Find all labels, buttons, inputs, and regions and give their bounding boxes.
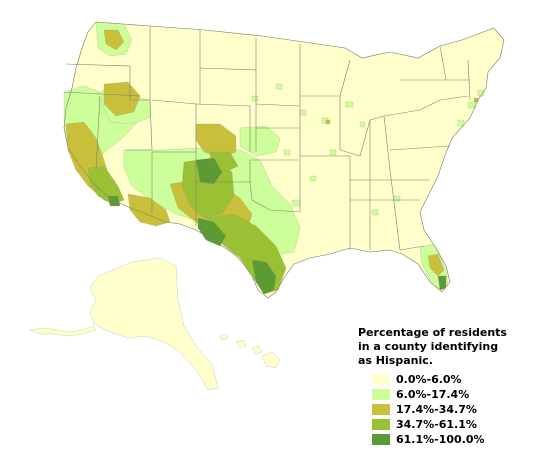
legend-swatch-3 — [372, 419, 390, 430]
legend-swatch-2 — [372, 404, 390, 415]
legend-label-2: 17.4%-34.7% — [396, 403, 477, 416]
aleutian-islands — [29, 325, 97, 337]
legend-title-line-3: as Hispanic. — [358, 354, 433, 367]
region-idaho-olive — [103, 81, 141, 117]
legend-label-4: 61.1%-100.0% — [396, 433, 485, 446]
legend-item-4: 61.1%-100.0% — [372, 433, 485, 446]
state-boundaries — [63, 21, 505, 299]
scattered-eastern-counties — [251, 83, 485, 216]
region-arizona-olive — [127, 193, 171, 227]
region-miami-dade — [437, 275, 447, 291]
legend-label-0: 0.0%-6.0% — [396, 373, 462, 386]
region-northern-new-mexico — [195, 157, 223, 185]
legend-title-line-1: Percentage of residents — [358, 326, 507, 339]
region-florida-olive — [427, 253, 445, 277]
legend-label-3: 34.7%-61.1% — [396, 418, 477, 431]
hawaii — [219, 333, 281, 369]
region-rio-grande-valley — [251, 259, 277, 295]
legend-item-0: 0.0%-6.0% — [372, 373, 462, 386]
legend-item-3: 34.7%-61.1% — [372, 418, 477, 431]
legend-swatch-0 — [372, 374, 390, 385]
legend-title-line-2: in a county identifying — [358, 340, 499, 353]
legend-swatch-4 — [372, 434, 390, 445]
region-west-texas-border — [197, 217, 227, 247]
legend-title: Percentage of residents in a county iden… — [358, 326, 533, 368]
alaska — [89, 257, 219, 391]
legend-item-2: 17.4%-34.7% — [372, 403, 477, 416]
legend-item-1: 6.0%-17.4% — [372, 388, 469, 401]
legend-label-1: 6.0%-17.4% — [396, 388, 470, 401]
legend-swatch-1 — [372, 389, 390, 400]
region-washington-olive — [103, 29, 125, 51]
